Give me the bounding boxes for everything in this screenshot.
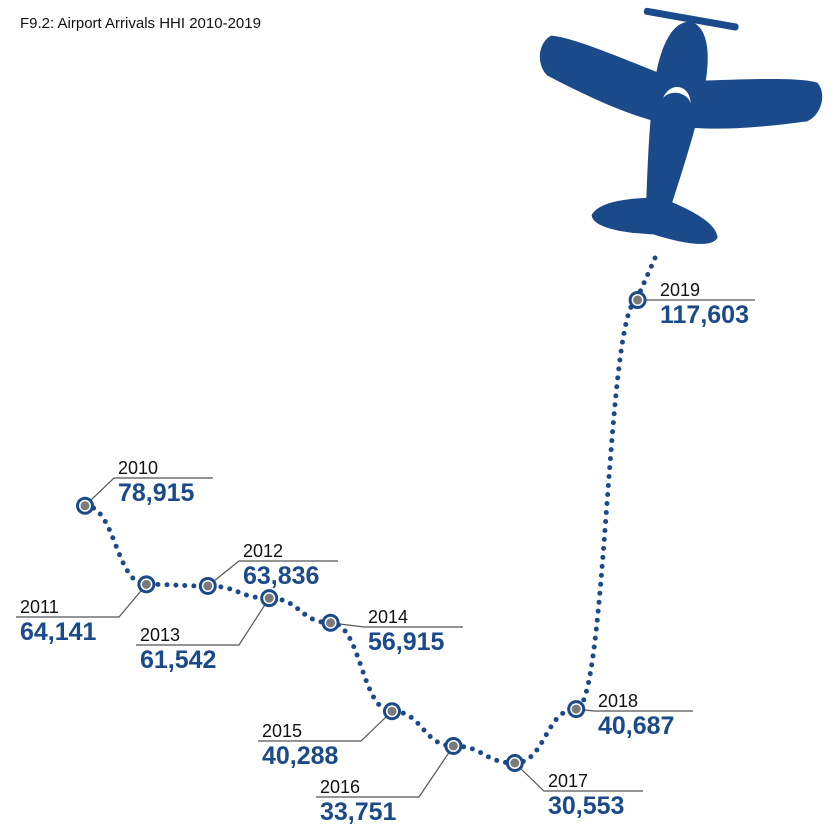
fuselage (645, 21, 708, 224)
point-core (203, 581, 213, 591)
point-core (387, 706, 397, 716)
leader-line (16, 583, 147, 618)
value-label: 30,553 (548, 792, 624, 820)
point-core (326, 618, 336, 628)
leader-line (514, 762, 643, 792)
category-label: 2013 (140, 625, 180, 645)
data-line (82, 297, 641, 766)
leader-line (136, 597, 270, 646)
leader-line (207, 560, 338, 587)
value-label: 61,542 (140, 646, 216, 674)
value-label: 78,915 (118, 479, 195, 507)
value-label: 40,687 (598, 712, 674, 740)
value-label: 33,751 (320, 798, 397, 826)
leader-line (330, 622, 463, 628)
category-label: 2011 (20, 597, 59, 617)
chart-title: F9.2: Airport Arrivals HHI 2010-2019 (20, 15, 261, 32)
category-label: 2019 (660, 280, 700, 300)
flight-trail (637, 255, 658, 295)
tail (591, 197, 718, 244)
leader-line (84, 477, 213, 507)
airplane (539, 7, 823, 244)
value-label: 117,603 (660, 301, 749, 329)
cockpit (663, 87, 691, 103)
category-label: 2017 (548, 771, 588, 791)
point-core (80, 501, 90, 511)
value-label: 56,915 (368, 628, 445, 656)
left-wing (539, 35, 660, 121)
leader-line (258, 710, 393, 742)
point-core (571, 704, 581, 714)
category-label: 2016 (320, 777, 360, 797)
point-core (633, 295, 643, 305)
leader-line (316, 745, 454, 798)
propeller (643, 7, 739, 31)
category-label: 2015 (262, 721, 302, 741)
category-label: 2010 (118, 458, 158, 478)
category-label: 2012 (243, 541, 283, 561)
right-wing (694, 78, 823, 129)
point-core (510, 758, 520, 768)
category-label: 2018 (598, 691, 638, 711)
value-label: 40,288 (262, 742, 339, 770)
point-core (141, 579, 151, 589)
value-label: 64,141 (20, 618, 97, 646)
point-core (448, 741, 458, 751)
category-label: 2014 (368, 607, 408, 627)
point-core (264, 593, 274, 603)
value-label: 63,836 (243, 562, 319, 590)
